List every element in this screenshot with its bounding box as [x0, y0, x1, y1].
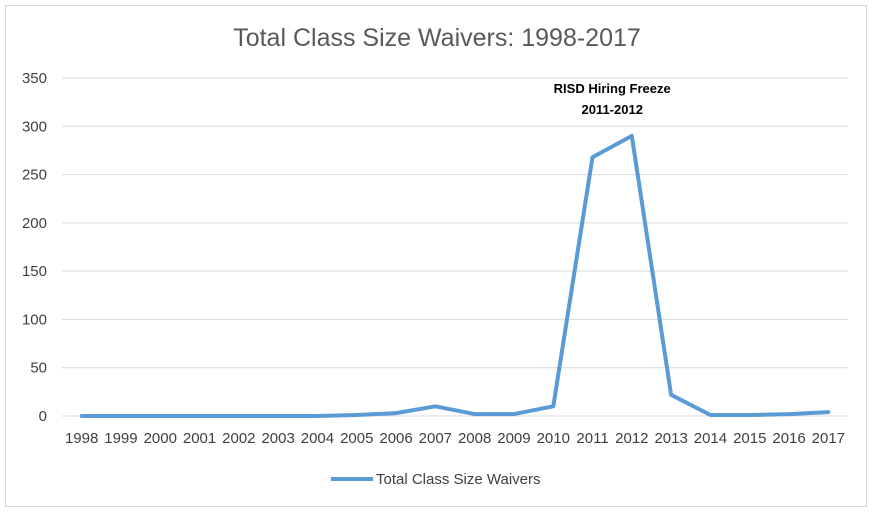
x-tick-label: 2004: [301, 430, 334, 447]
gridlines: [62, 77, 848, 417]
series-line: [79, 133, 831, 418]
x-tick-label: 2017: [812, 430, 845, 447]
y-tick-label: 50: [30, 360, 47, 377]
series-lines: [79, 133, 831, 418]
x-tick-label: 2001: [183, 430, 216, 447]
annotations: RISD Hiring Freeze 2011-2012: [554, 81, 671, 117]
x-tick-label: 2014: [694, 430, 727, 447]
annotation-text: 2011-2012: [581, 102, 642, 117]
x-tick-label: 2009: [497, 430, 530, 447]
x-tick-label: 2015: [733, 430, 766, 447]
x-tick-label: 2003: [261, 430, 294, 447]
y-axis-ticks: 0 50 100 150 200 250 300 350: [22, 70, 47, 425]
x-tick-label: 2007: [419, 430, 452, 447]
y-tick-label: 100: [22, 311, 47, 328]
x-tick-label: 2016: [772, 430, 805, 447]
annotation-text: RISD Hiring Freeze: [554, 81, 671, 96]
chart-title: Total Class Size Waivers: 1998-2017: [233, 24, 641, 52]
x-tick-label: 2006: [379, 430, 412, 447]
y-tick-label: 250: [22, 167, 47, 184]
y-tick-label: 150: [22, 263, 47, 280]
x-tick-label: 2002: [222, 430, 255, 447]
y-tick-label: 0: [39, 408, 47, 425]
legend-label: Total Class Size Waivers: [376, 471, 541, 488]
x-tick-label: 2005: [340, 430, 373, 447]
x-tick-label: 2013: [654, 430, 687, 447]
y-tick-label: 200: [22, 215, 47, 232]
x-tick-label: 2010: [537, 430, 570, 447]
legend: Total Class Size Waivers: [331, 471, 541, 488]
x-tick-label: 1999: [104, 430, 137, 447]
y-tick-label: 350: [22, 70, 47, 87]
x-tick-label: 2011: [576, 430, 608, 447]
x-tick-label: 1998: [65, 430, 98, 447]
x-tick-label: 2000: [144, 430, 177, 447]
chart-frame: [5, 5, 867, 507]
x-tick-label: 2012: [615, 430, 648, 447]
y-tick-label: 300: [22, 118, 47, 135]
x-tick-label: 2008: [458, 430, 491, 447]
x-axis-ticks: 1998 1999 2000 2001 2002 2003 2004 2005 2006 2007…: [65, 430, 845, 447]
